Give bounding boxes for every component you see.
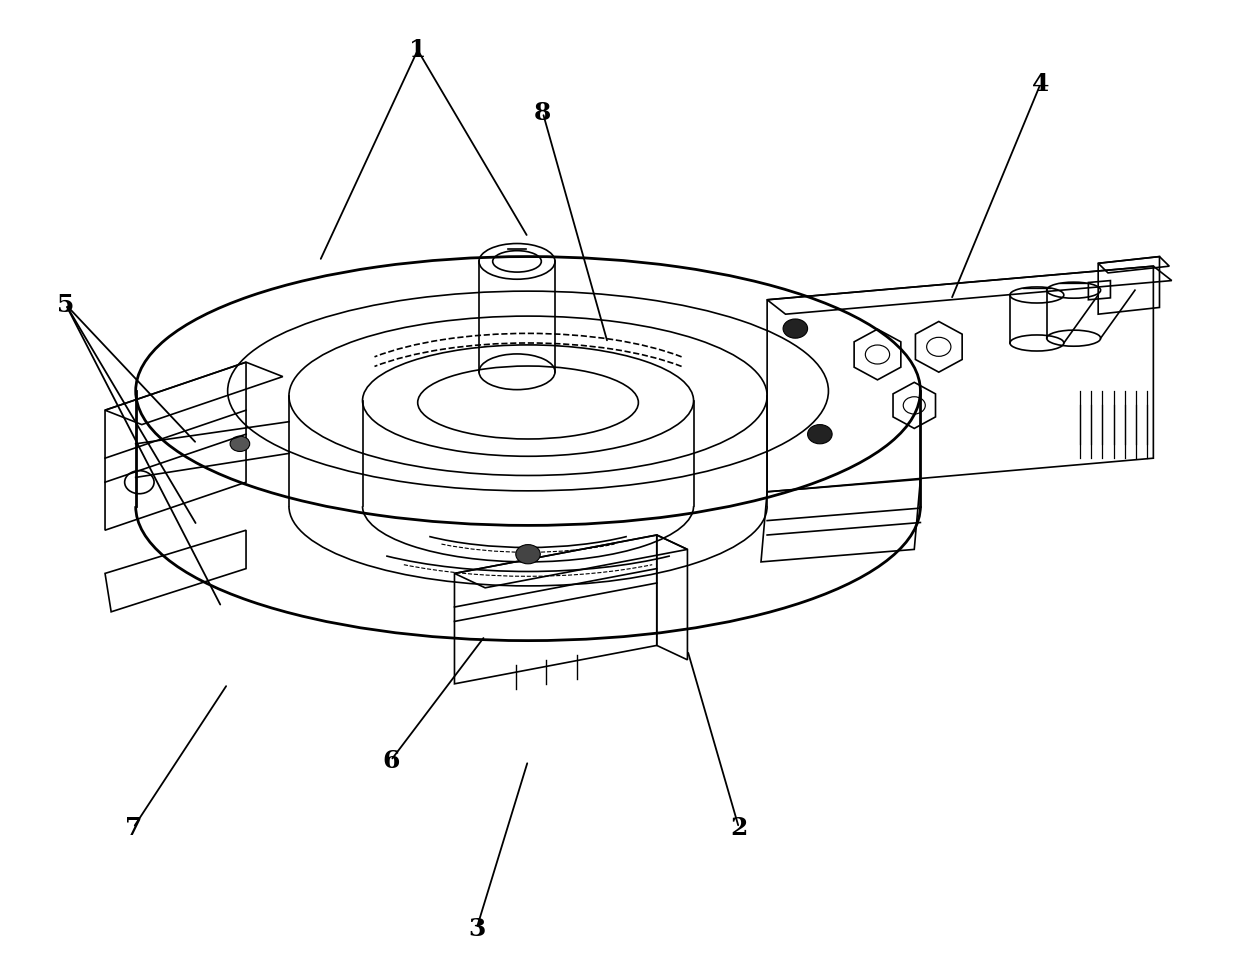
- Text: 4: 4: [1032, 72, 1049, 95]
- Text: 2: 2: [730, 816, 748, 840]
- Text: 6: 6: [382, 749, 399, 772]
- Circle shape: [784, 318, 807, 338]
- Text: 7: 7: [124, 816, 141, 840]
- Circle shape: [807, 425, 832, 444]
- Text: 8: 8: [534, 100, 552, 125]
- Text: 5: 5: [57, 292, 74, 317]
- Circle shape: [231, 436, 249, 452]
- Text: 1: 1: [409, 38, 427, 62]
- Circle shape: [516, 544, 541, 564]
- Text: 3: 3: [467, 917, 485, 941]
